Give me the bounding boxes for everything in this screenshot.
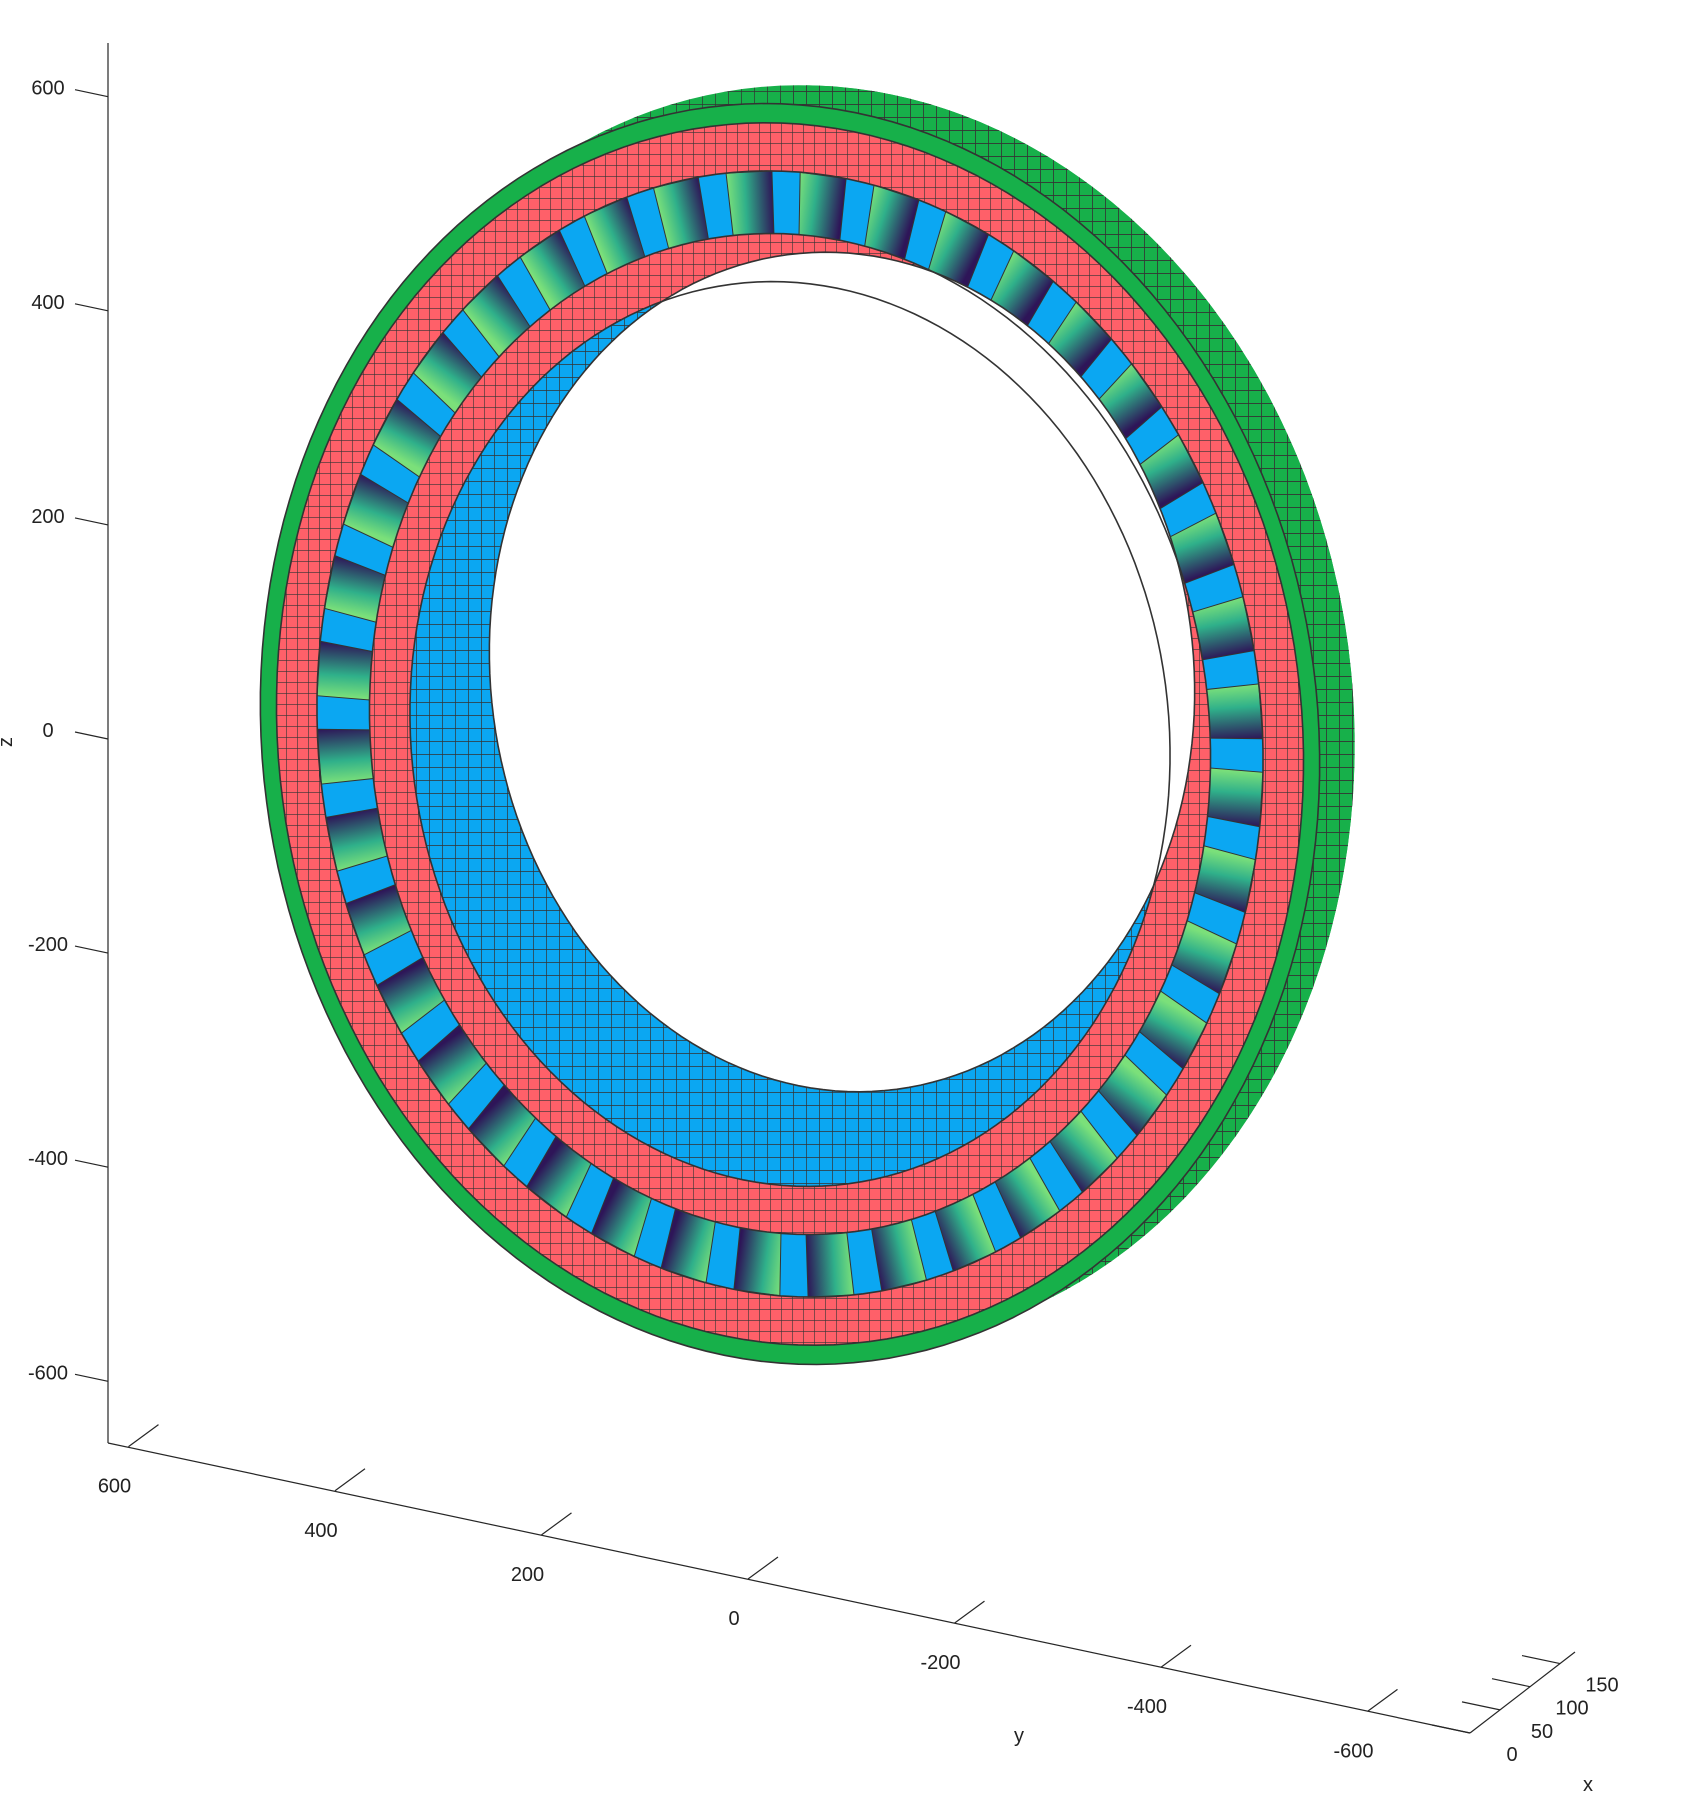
y-tick-mark <box>747 1556 779 1580</box>
z-tick-label: -400 <box>28 1148 68 1170</box>
x-axis-label: x <box>1583 1774 1593 1796</box>
ring-edge <box>259 102 1321 1366</box>
slot-wedge <box>1207 767 1264 828</box>
z-tick-mark <box>74 1159 109 1168</box>
y-tick-label: 0 <box>728 1608 739 1630</box>
y-tick-mark <box>1160 1644 1192 1668</box>
z-tick-label: 0 <box>42 720 53 742</box>
z-tick-label: 600 <box>31 78 64 100</box>
ring-edge <box>275 121 1305 1347</box>
z-axis-ticks: 600 400 200 0 -200 -400 -600 <box>28 78 109 1384</box>
x-tick-label: 100 <box>1555 1698 1588 1720</box>
z-tick-mark <box>74 89 109 98</box>
x-tick-label: 0 <box>1506 1744 1517 1766</box>
x-tick-mark <box>1431 1724 1471 1734</box>
y-axis-line <box>107 1442 1471 1734</box>
y-tick-label: -600 <box>1333 1740 1373 1762</box>
z-tick-mark <box>74 1373 109 1382</box>
z-tick-label: -200 <box>28 934 68 956</box>
ring-edge <box>316 170 1264 1298</box>
y-axis-ticks: 600 400 200 0 -200 -400 -600 <box>98 1424 1398 1762</box>
y-tick-label: -400 <box>1127 1696 1167 1718</box>
y-tick-label: 200 <box>511 1564 544 1586</box>
z-axis-label: z <box>0 737 17 747</box>
z-tick-mark <box>74 731 109 740</box>
y-tick-label: 600 <box>98 1476 131 1498</box>
x-tick-mark <box>1521 1654 1561 1665</box>
y-tick-mark <box>954 1600 985 1624</box>
axes-box <box>107 43 1576 1734</box>
z-tick-label: 400 <box>31 292 64 314</box>
bore-opening <box>489 252 1195 1092</box>
motor-ring-surface <box>259 85 1355 1366</box>
y-tick-mark <box>334 1468 366 1492</box>
x-axis-line <box>1469 1651 1576 1734</box>
z-tick-label: -600 <box>28 1362 68 1384</box>
y-tick-label: 400 <box>304 1520 337 1542</box>
slot-wedges <box>316 170 1264 1298</box>
z-tick-mark <box>74 303 109 312</box>
slot-wedge <box>1206 683 1264 740</box>
slot-wedge <box>798 171 847 241</box>
bore-edge <box>488 251 1196 1093</box>
slot-wedge <box>316 640 373 701</box>
y-tick-label: -200 <box>920 1652 960 1674</box>
z-tick-label: 200 <box>31 506 64 528</box>
slot-wedge <box>805 1232 855 1298</box>
x-tick-mark <box>1461 1701 1501 1711</box>
y-tick-mark <box>541 1512 572 1536</box>
slot-wedge <box>733 1227 782 1297</box>
slot-wedge <box>316 728 374 785</box>
x-tick-label: 50 <box>1531 1721 1553 1743</box>
z-tick-mark <box>74 945 109 954</box>
z-tick-mark <box>74 517 109 526</box>
slot-wedge <box>725 170 775 236</box>
ring-edge <box>409 280 1171 1188</box>
x-tick-mark <box>1491 1678 1531 1688</box>
y-tick-mark <box>128 1424 159 1448</box>
y-tick-mark <box>1367 1688 1398 1712</box>
x-tick-label: 150 <box>1585 1675 1618 1697</box>
y-axis-label: y <box>1014 1725 1024 1747</box>
